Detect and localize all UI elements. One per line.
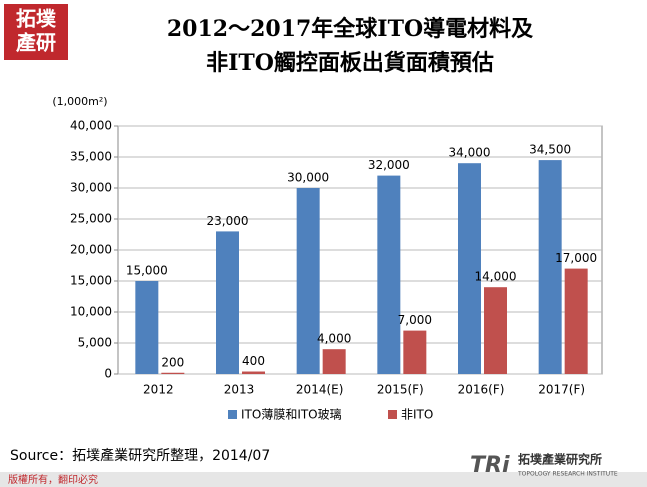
y-tick-label: 30,000: [70, 181, 112, 195]
y-tick-label: 25,000: [70, 212, 112, 226]
bar: [538, 160, 562, 374]
footer-bar: [0, 472, 647, 487]
data-label: 200: [161, 355, 184, 369]
data-label: 34,500: [529, 143, 571, 157]
chart-title: 非ITO觸控面板出貨面積預估: [206, 50, 494, 76]
x-tick-label: 2014(E): [296, 383, 343, 397]
logo-box: [4, 4, 68, 60]
bar: [484, 287, 507, 374]
legend-label: 非ITO: [401, 408, 433, 422]
copyright: 版權所有，翻印必究: [8, 473, 98, 486]
chart-title: 2012～2017年全球ITO導電材料及: [167, 16, 534, 42]
y-tick-label: 40,000: [70, 119, 112, 133]
data-label: 30,000: [287, 171, 329, 185]
bar: [458, 163, 481, 374]
x-tick-label: 2012: [143, 383, 174, 397]
bar: [135, 281, 159, 374]
data-label: 400: [242, 354, 265, 368]
brand-name-en: TOPOLOGY RESEARCH INSTITUTE: [517, 471, 618, 478]
bar: [403, 330, 427, 374]
y-tick-label: 10,000: [70, 305, 112, 319]
data-label: 14,000: [475, 270, 517, 284]
logo-text: 產研: [16, 31, 56, 55]
y-tick-label: 20,000: [70, 243, 112, 257]
bar: [216, 231, 239, 374]
bar: [377, 175, 401, 374]
logo-text: 拓墣: [16, 7, 57, 31]
data-label: 15,000: [126, 264, 168, 278]
bar: [296, 188, 320, 374]
legend-swatch: [228, 410, 237, 419]
brand-mark: TRi: [470, 453, 510, 478]
data-label: 4,000: [317, 332, 351, 346]
x-tick-label: 2015(F): [377, 383, 424, 397]
y-tick-label: 0: [104, 367, 112, 381]
bar: [161, 372, 185, 374]
x-tick-label: 2017(F): [538, 383, 585, 397]
bar: [322, 349, 346, 374]
y-tick-label: 15,000: [70, 274, 112, 288]
data-label: 34,000: [449, 146, 491, 160]
x-tick-label: 2016(F): [458, 383, 505, 397]
legend-swatch: [388, 410, 397, 419]
brand-name: 拓墣產業研究所: [518, 452, 602, 467]
y-axis-label: (1,000m²): [52, 95, 107, 108]
y-tick-label: 35,000: [70, 150, 112, 164]
data-label: 23,000: [207, 214, 249, 228]
data-label: 32,000: [368, 158, 410, 172]
bar: [564, 268, 588, 374]
source: Source：拓墣產業研究所整理，2014/07: [10, 447, 270, 464]
data-label: 7,000: [398, 313, 432, 327]
data-label: 17,000: [555, 251, 597, 265]
x-tick-label: 2013: [224, 383, 255, 397]
bar: [242, 371, 265, 374]
y-tick-label: 5,000: [78, 336, 112, 350]
legend-label: ITO薄膜和ITO玻璃: [241, 407, 342, 422]
